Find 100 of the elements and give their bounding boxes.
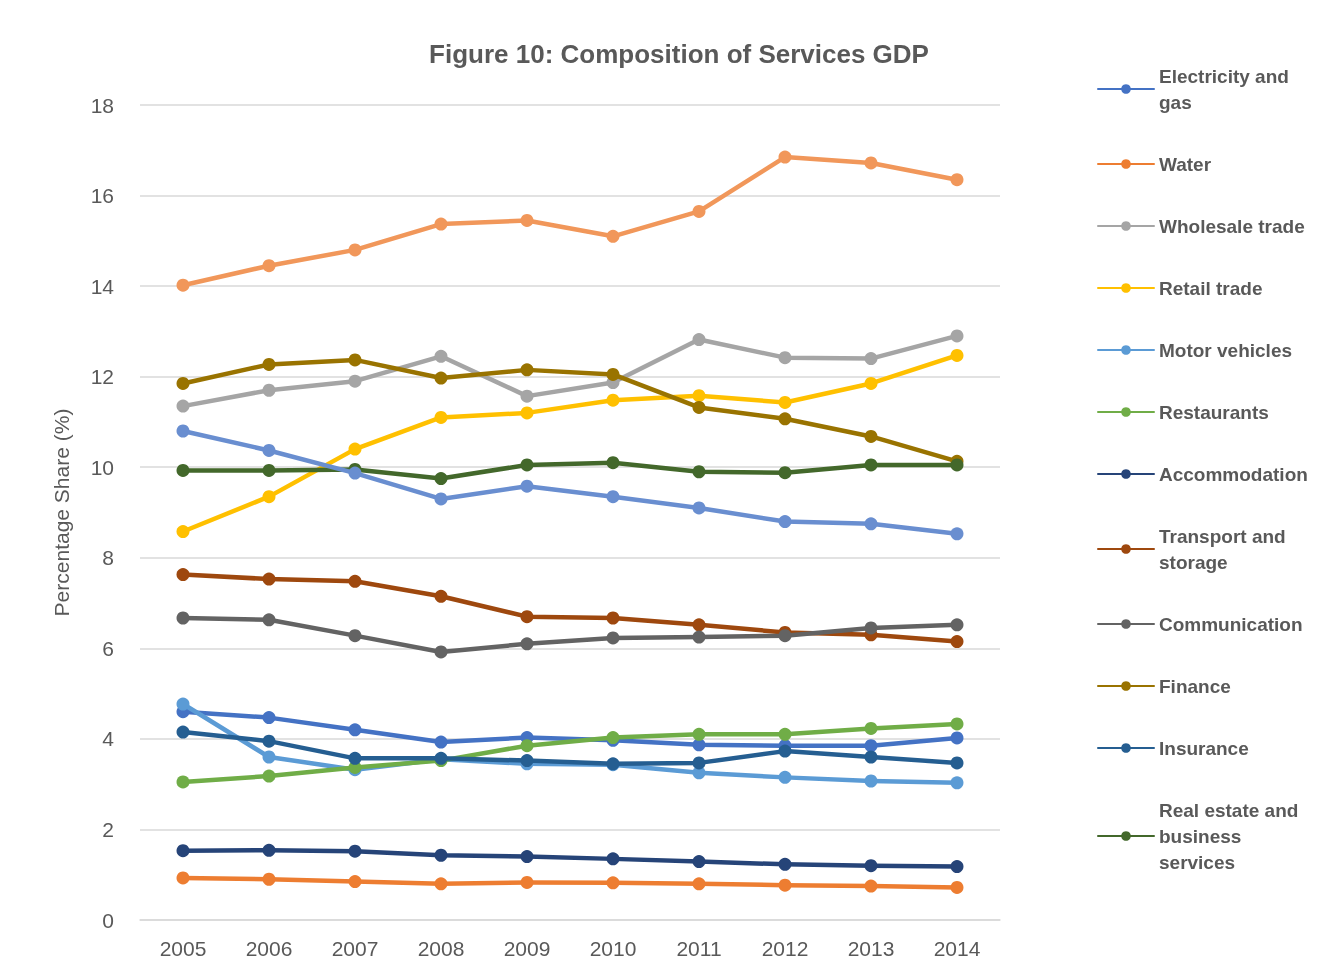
point (778, 770, 792, 784)
point (348, 243, 362, 257)
point (778, 395, 792, 409)
point (434, 877, 448, 891)
chart-title: Figure 10: Composition of Services GDP (429, 39, 929, 69)
point (606, 876, 620, 890)
point (950, 458, 964, 472)
point (692, 756, 706, 770)
point (692, 389, 706, 403)
point (692, 204, 706, 218)
legend-label: Retail trade (1159, 277, 1263, 299)
point (606, 367, 620, 381)
point (434, 589, 448, 603)
point (176, 399, 190, 413)
point (606, 229, 620, 243)
legend-label: Accommodation (1159, 463, 1308, 485)
point (606, 490, 620, 504)
point (864, 750, 878, 764)
y-tick-label: 16 (90, 184, 114, 208)
point (692, 877, 706, 891)
point (262, 490, 276, 504)
point (606, 456, 620, 470)
legend-label: Restaurants (1159, 401, 1269, 423)
point (864, 517, 878, 531)
point (950, 348, 964, 362)
point (778, 629, 792, 643)
point (950, 717, 964, 731)
point (864, 774, 878, 788)
point (864, 458, 878, 472)
point (434, 848, 448, 862)
y-tick-label: 4 (102, 727, 115, 751)
x-tick-label: 2013 (847, 937, 895, 960)
point (864, 429, 878, 443)
point (692, 855, 706, 869)
point (950, 618, 964, 632)
point (176, 525, 190, 539)
y-tick-label: 12 (90, 365, 114, 389)
x-tick-label: 2006 (245, 937, 293, 960)
point (176, 775, 190, 789)
x-tick-label: 2005 (159, 937, 207, 960)
point (778, 412, 792, 426)
point (950, 880, 964, 894)
x-tick-label: 2007 (331, 937, 379, 960)
point (692, 400, 706, 414)
point (176, 376, 190, 390)
x-tick-label: 2009 (503, 937, 551, 960)
point (692, 501, 706, 515)
point (348, 875, 362, 889)
point (176, 725, 190, 739)
y-axis-title: Percentage Share (%) (50, 408, 73, 617)
point (692, 333, 706, 347)
point (520, 479, 534, 493)
point (692, 630, 706, 644)
point (520, 363, 534, 377)
point (176, 463, 190, 477)
point (348, 629, 362, 643)
legend-label: Communication (1159, 613, 1303, 635)
point (262, 383, 276, 397)
point (176, 424, 190, 438)
point (434, 735, 448, 749)
point (778, 351, 792, 365)
point (348, 574, 362, 588)
point (778, 857, 792, 871)
y-tick-label: 10 (90, 455, 114, 479)
point (262, 734, 276, 748)
x-tick-label: 2014 (933, 937, 981, 960)
point (262, 711, 276, 725)
point (348, 353, 362, 367)
point (520, 850, 534, 864)
point (864, 156, 878, 170)
point (262, 843, 276, 857)
y-tick-label: 2 (102, 817, 114, 841)
point (692, 618, 706, 632)
legend-label: Wholesale trade (1159, 215, 1305, 237)
point (864, 721, 878, 735)
point (864, 352, 878, 366)
y-tick-label: 14 (90, 274, 115, 298)
point (348, 723, 362, 737)
point (950, 756, 964, 770)
point (520, 213, 534, 227)
y-tick-label: 0 (102, 908, 114, 932)
x-tick-label: 2011 (676, 937, 722, 960)
point (520, 610, 534, 624)
point (520, 637, 534, 651)
legend-label: Transport and storage (1159, 525, 1291, 573)
point (262, 259, 276, 273)
point (348, 844, 362, 858)
point (778, 744, 792, 758)
point (778, 466, 792, 480)
legend-label: Motor vehicles (1159, 339, 1293, 361)
point (434, 217, 448, 231)
point (778, 150, 792, 164)
point (778, 878, 792, 892)
point (176, 871, 190, 885)
point (606, 631, 620, 645)
point (778, 727, 792, 741)
point (864, 376, 878, 390)
y-tick-label: 6 (102, 636, 114, 660)
point (950, 527, 964, 541)
point (434, 410, 448, 424)
